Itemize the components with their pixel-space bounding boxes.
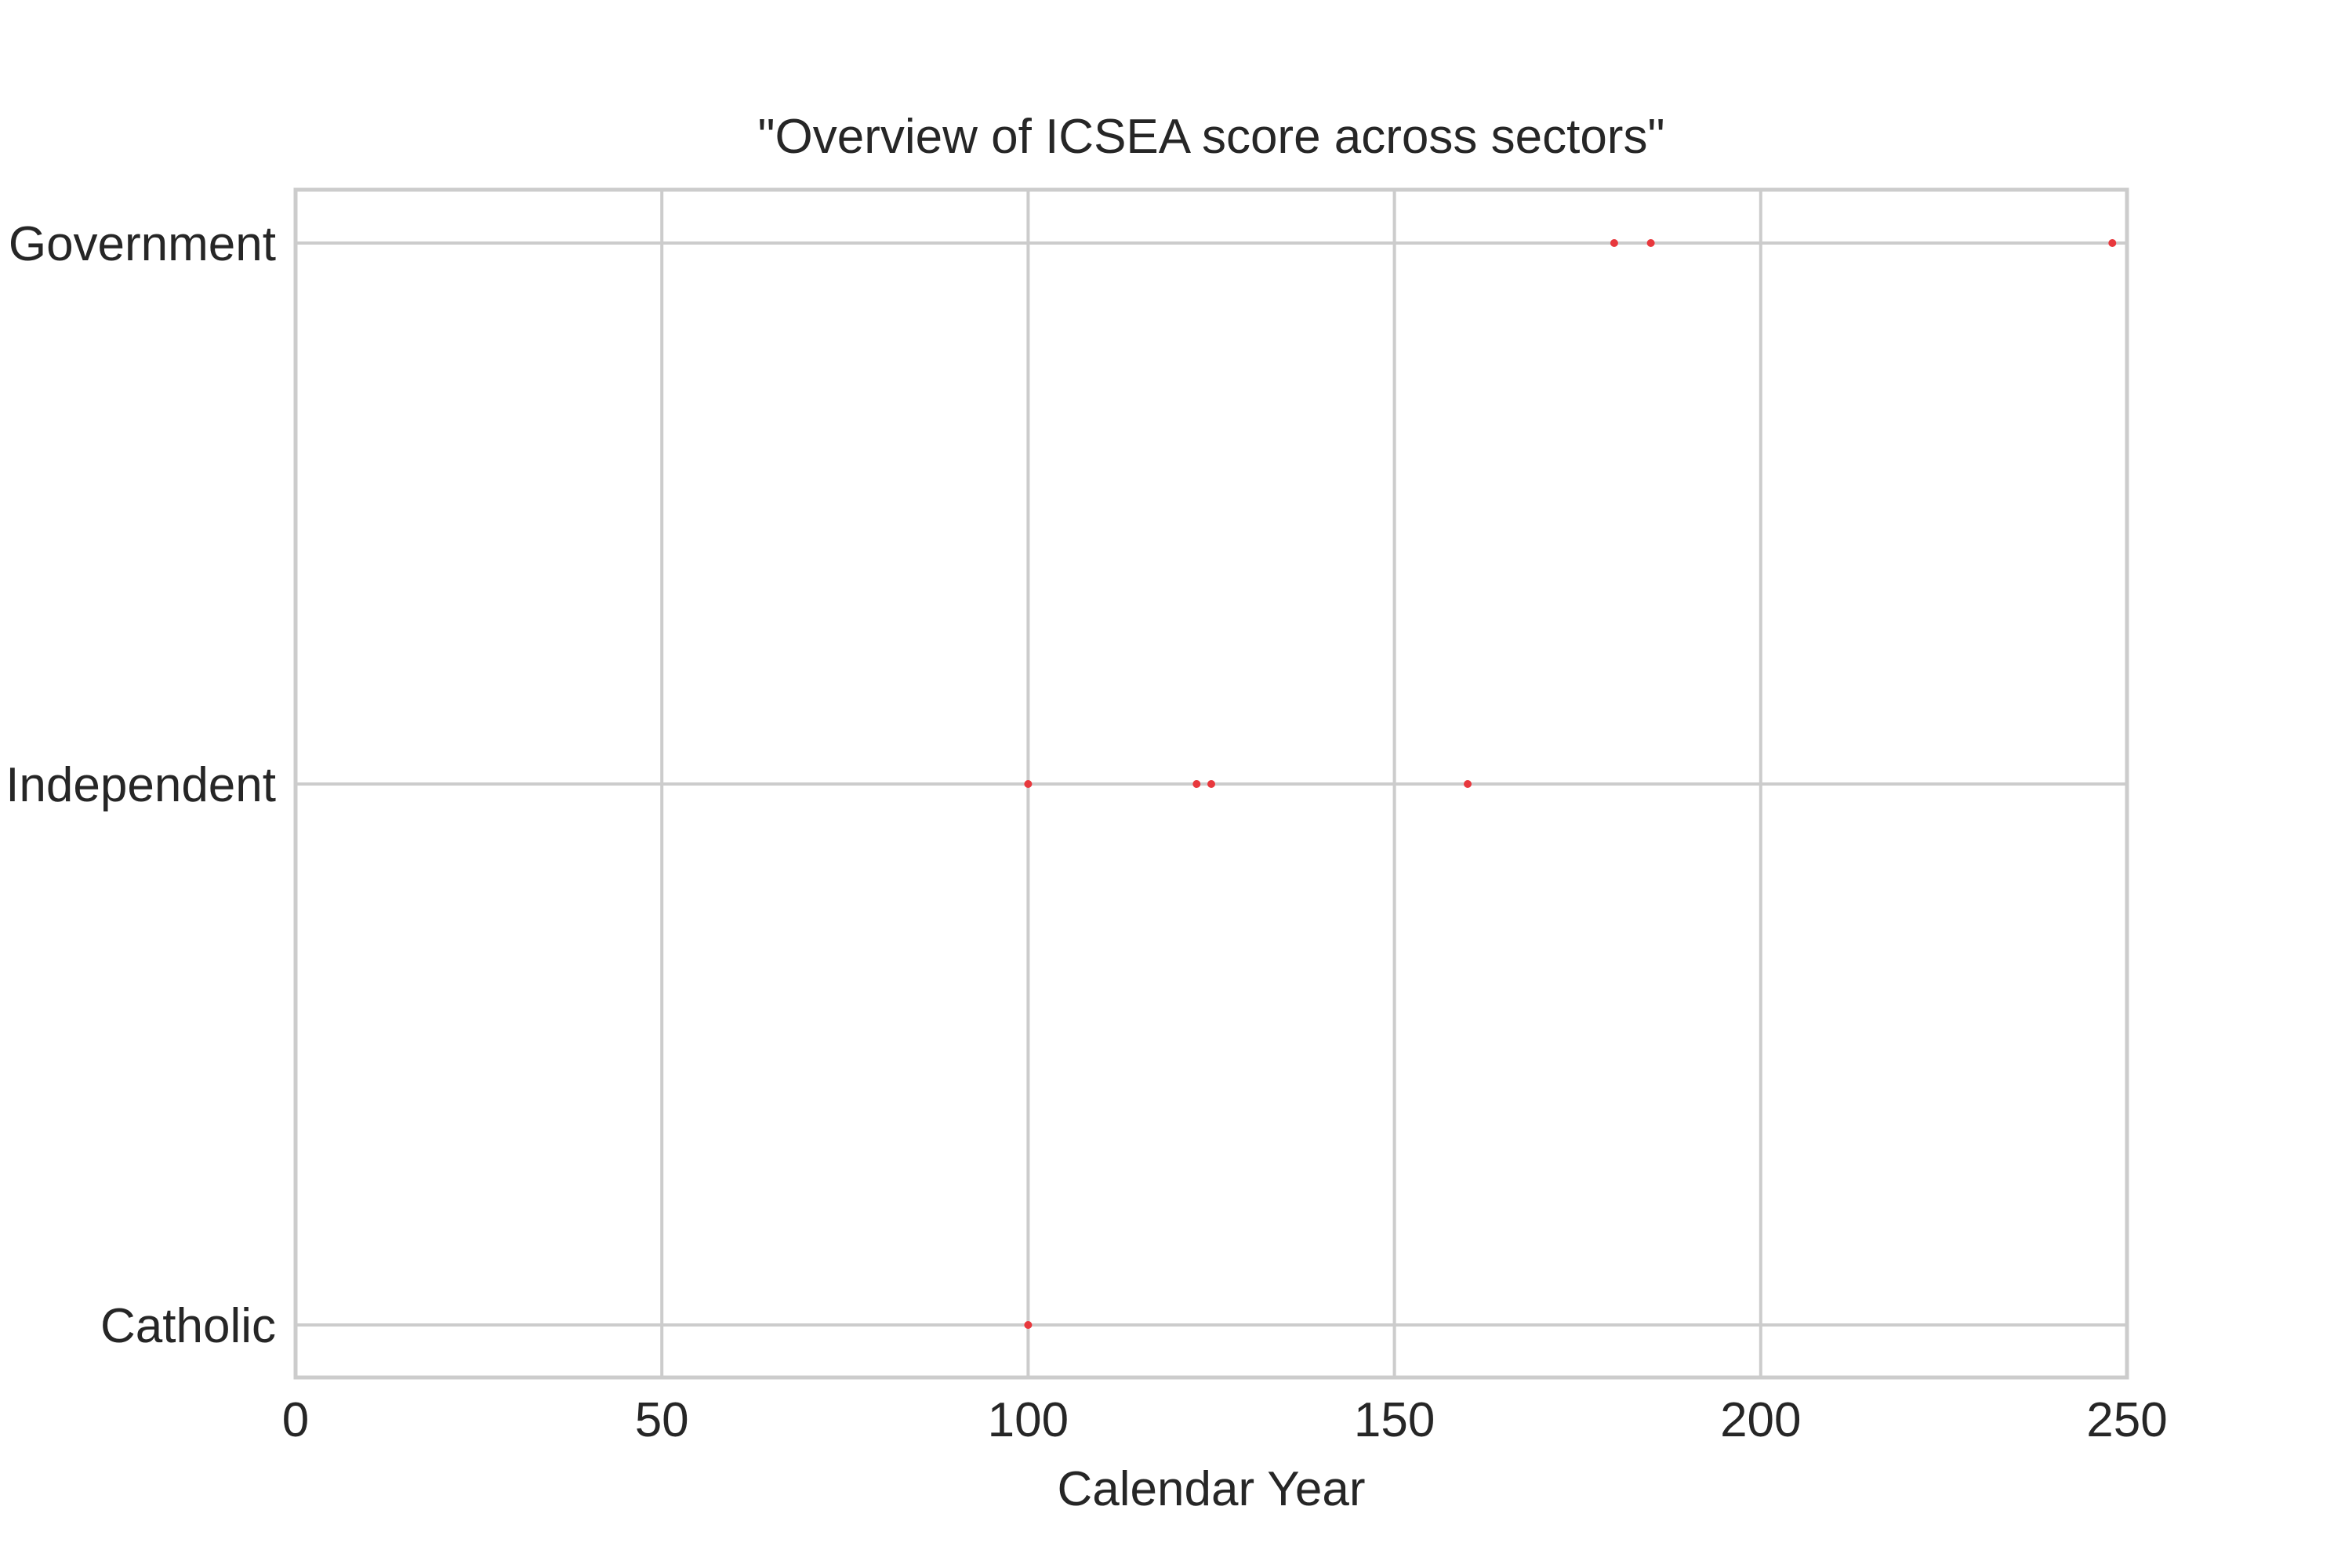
x-axis-label: Calendar Year <box>1058 1462 1366 1516</box>
data-point <box>1024 780 1033 788</box>
x-tick-label: 0 <box>282 1393 309 1447</box>
x-tick-label: 200 <box>1720 1393 1801 1447</box>
x-tick-label: 150 <box>1354 1393 1435 1447</box>
data-points <box>1024 239 2117 1329</box>
data-point <box>1646 239 1655 247</box>
y-tick-labels: Catholic Independent Government <box>5 217 276 1353</box>
plot-frame <box>293 187 2129 1380</box>
chart-title: "Overview of ICSEA score across sectors" <box>758 110 1665 164</box>
data-point <box>1207 780 1215 788</box>
data-point <box>1192 780 1201 788</box>
x-tick-label: 50 <box>635 1393 689 1447</box>
x-tick-label: 100 <box>988 1393 1069 1447</box>
data-point <box>1464 780 1472 788</box>
x-tick-label: 250 <box>2086 1393 2167 1447</box>
y-tick-label: Catholic <box>100 1299 276 1353</box>
data-point <box>2108 239 2117 247</box>
data-point <box>1610 239 1618 247</box>
data-point <box>1024 1321 1033 1329</box>
y-tick-label: Independent <box>5 758 276 812</box>
x-tick-labels: 0 50 100 150 200 250 <box>282 1393 2168 1447</box>
y-tick-label: Government <box>9 217 276 271</box>
